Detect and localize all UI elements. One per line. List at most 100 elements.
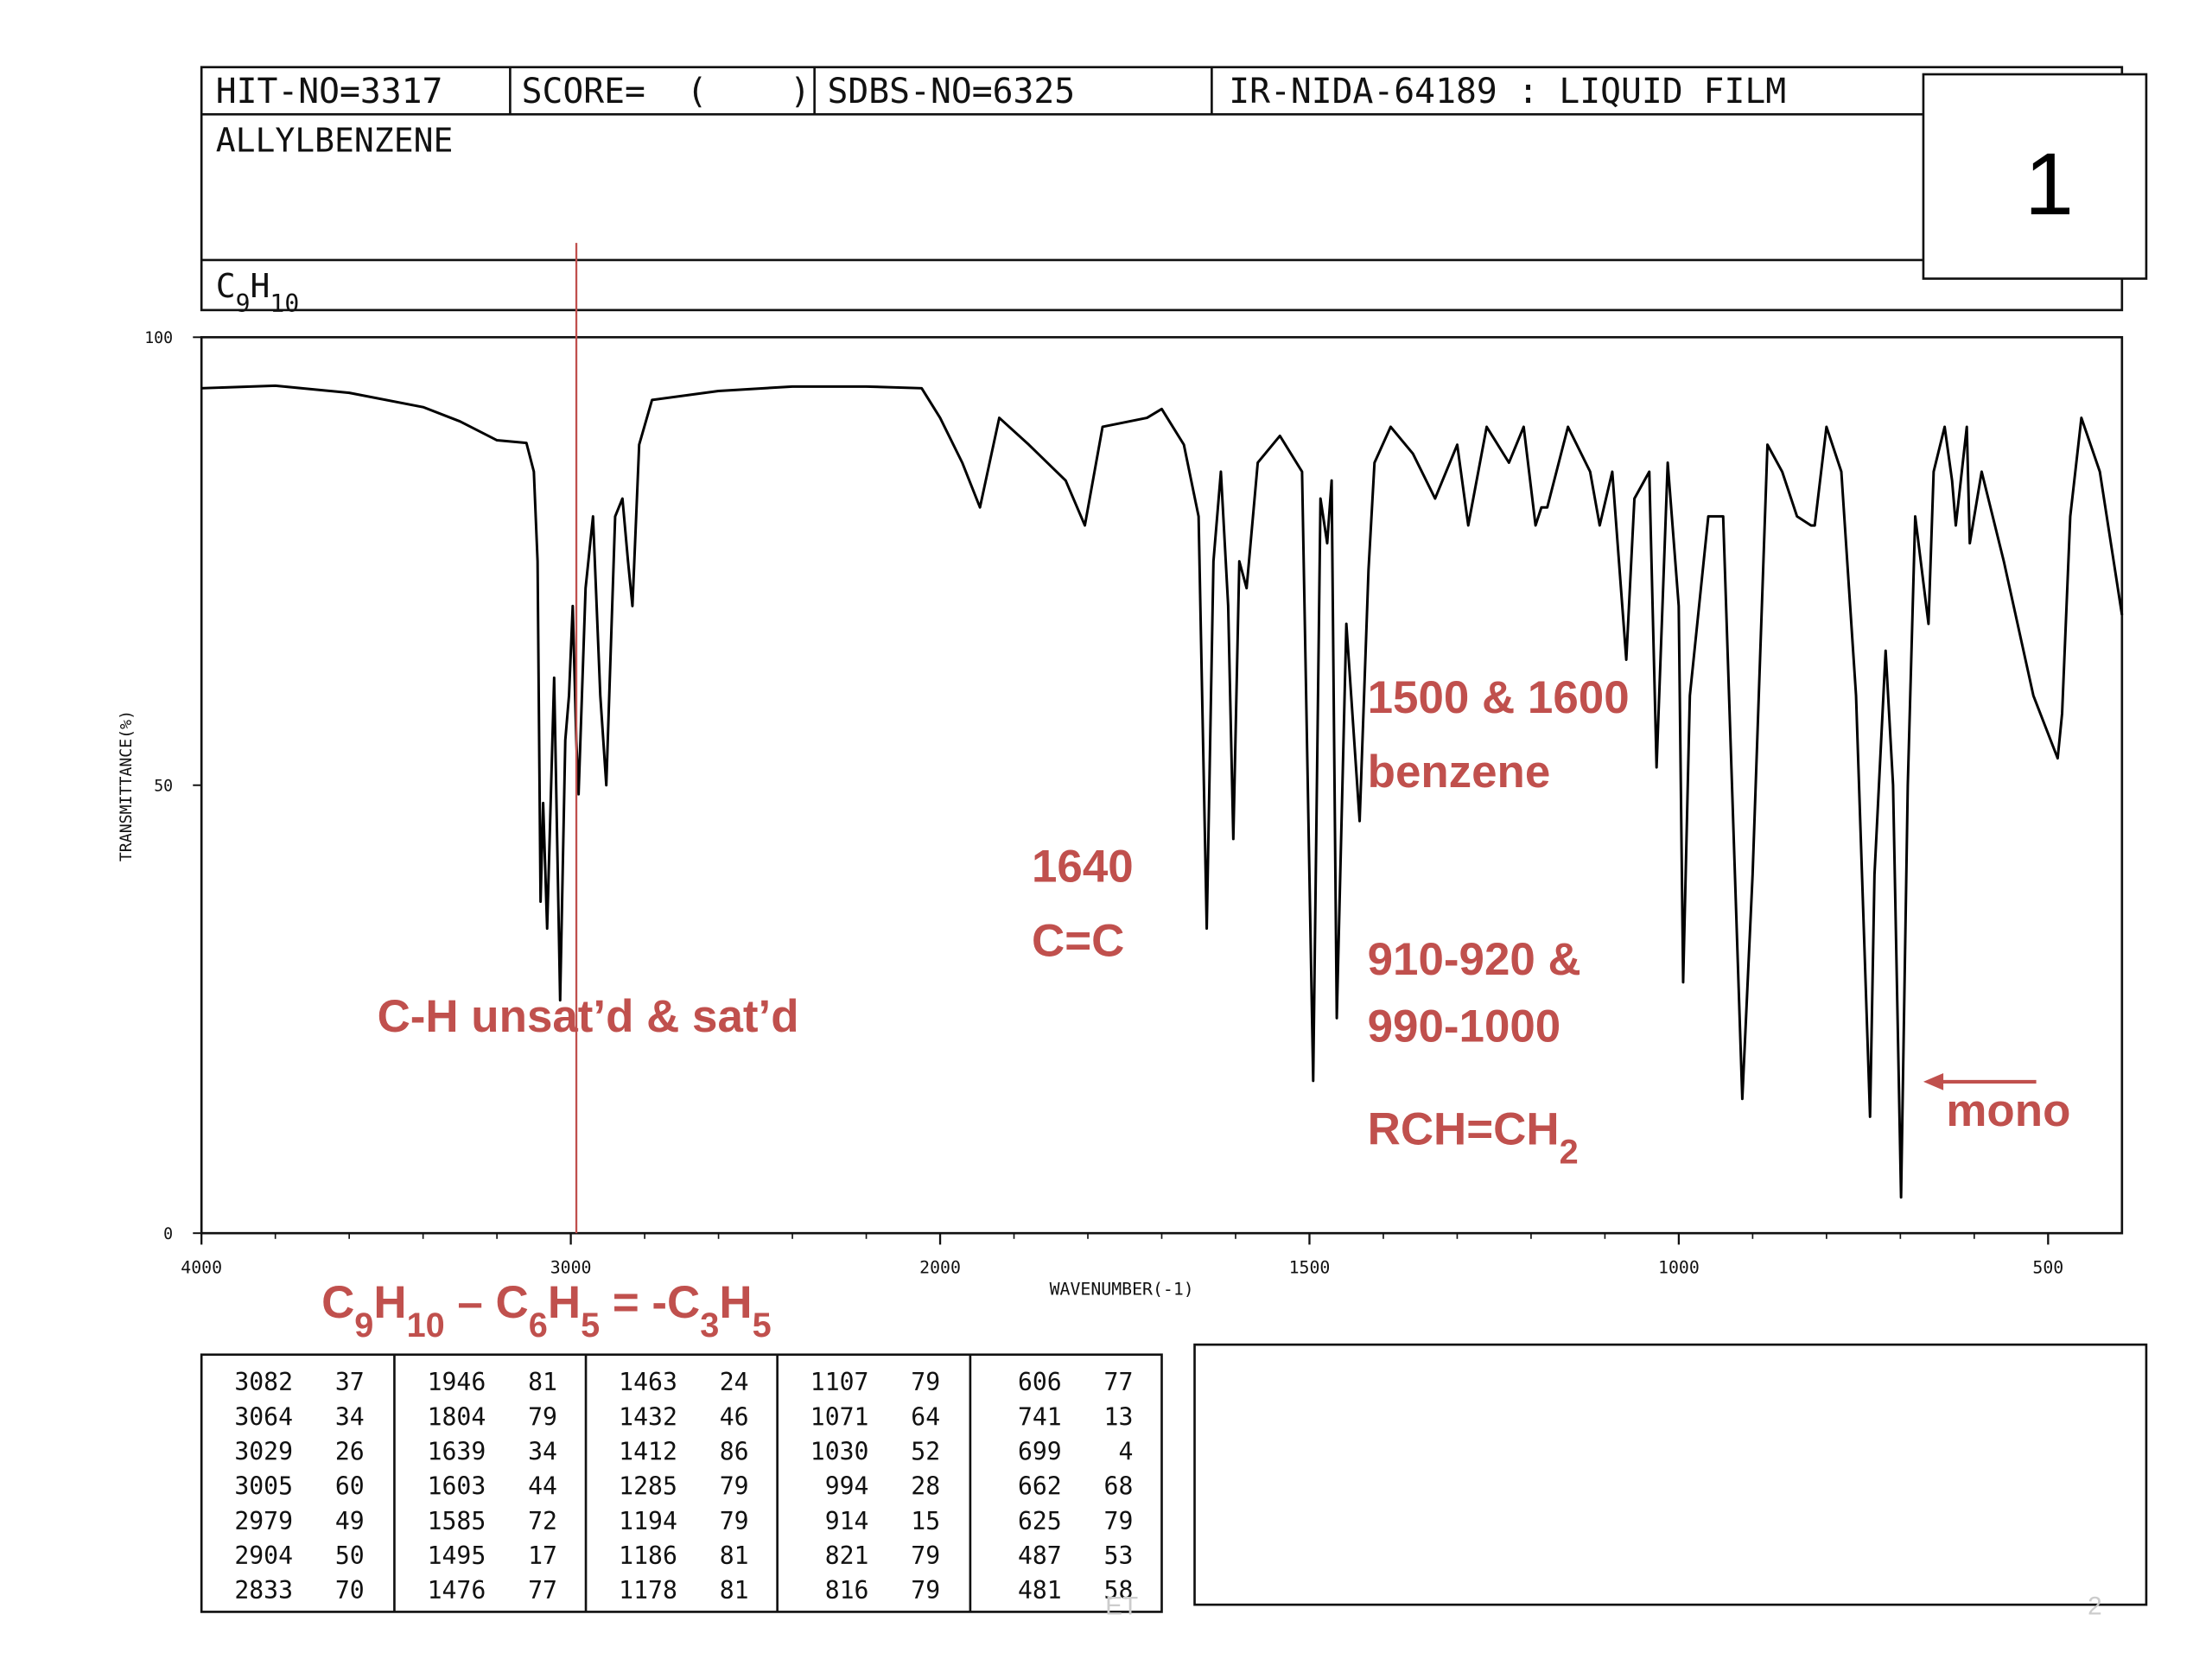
arrow-head — [1923, 1072, 1944, 1090]
peak-transmittance: 52 — [911, 1437, 940, 1465]
text-part: H — [373, 1277, 406, 1328]
subscript: 9 — [354, 1306, 373, 1344]
footer-right: 2 — [2088, 1592, 2102, 1621]
subscript: 9 — [236, 289, 251, 317]
peak-wavenumber: 3064 — [234, 1402, 293, 1431]
empty-box — [1193, 1343, 2148, 1606]
peak-transmittance: 81 — [720, 1541, 749, 1570]
text-part: 910-920 & — [1368, 934, 1581, 985]
text-part: C=C — [1032, 915, 1124, 966]
header-box — [200, 66, 2124, 312]
method: IR-NIDA-64189 : LIQUID FILM — [1229, 72, 1786, 111]
peak-transmittance: 17 — [528, 1541, 557, 1570]
footer-left: ET — [1105, 1592, 1138, 1621]
peak-wavenumber: 914 — [825, 1507, 869, 1535]
subscript: 2 — [1560, 1134, 1579, 1172]
text-part: H — [719, 1277, 752, 1328]
peak-transmittance: 58 — [1104, 1576, 1134, 1605]
peak-wavenumber: 741 — [1018, 1402, 1062, 1431]
y-axis-label: TRANSMITTANCE(%) — [118, 710, 136, 861]
peak-wavenumber: 1585 — [428, 1507, 486, 1535]
slide-number: 1 — [2024, 134, 2074, 233]
subscript: 6 — [529, 1306, 548, 1344]
peak-transmittance: 13 — [1104, 1402, 1134, 1431]
formula: C9H10 — [216, 267, 300, 318]
peak-transmittance: 79 — [1104, 1507, 1134, 1535]
peak-wavenumber: 1476 — [428, 1576, 486, 1605]
peak-transmittance: 46 — [720, 1402, 749, 1431]
x-tick-label: 2000 — [919, 1257, 961, 1277]
peak-transmittance: 50 — [335, 1541, 365, 1570]
peak-wavenumber: 816 — [825, 1576, 869, 1605]
y-tick-label: 100 — [144, 329, 173, 347]
peak-transmittance: 24 — [720, 1368, 749, 1396]
x-tick-label: 1500 — [1289, 1257, 1331, 1277]
peak-transmittance: 4 — [1118, 1437, 1133, 1465]
peak-wavenumber: 606 — [1018, 1368, 1062, 1396]
annotation: 910-920 & — [1368, 934, 1581, 985]
peak-transmittance: 26 — [335, 1437, 365, 1465]
peak-wavenumber: 1285 — [619, 1472, 677, 1501]
y-tick-label: 50 — [154, 777, 173, 795]
spectrum-line — [201, 384, 2124, 1199]
peak-transmittance: 77 — [528, 1576, 557, 1605]
peak-wavenumber: 3082 — [234, 1368, 293, 1396]
peak-wavenumber: 1804 — [428, 1402, 486, 1431]
peak-wavenumber: 1030 — [810, 1437, 869, 1465]
peak-wavenumber: 1946 — [428, 1368, 486, 1396]
text-part: benzene — [1368, 747, 1551, 798]
peak-wavenumber: 1194 — [619, 1507, 677, 1535]
text-part: mono — [1946, 1085, 2070, 1136]
x-tick-label: 1000 — [1658, 1257, 1700, 1277]
peak-wavenumber: 1603 — [428, 1472, 486, 1501]
peak-transmittance: 44 — [528, 1472, 557, 1501]
x-tick-label: 4000 — [181, 1257, 222, 1277]
peak-wavenumber: 1186 — [619, 1541, 677, 1570]
peak-wavenumber: 1071 — [810, 1402, 869, 1431]
x-axis-label: WAVENUMBER(-1) — [1050, 1279, 1194, 1299]
text-part: C — [321, 1277, 354, 1328]
text-part: 1640 — [1032, 841, 1134, 892]
peak-wavenumber: 1178 — [619, 1576, 677, 1605]
peak-transmittance: 72 — [528, 1507, 557, 1535]
text-part: H — [251, 267, 270, 305]
peak-wavenumber: 2979 — [234, 1507, 293, 1535]
peak-transmittance: 79 — [911, 1576, 940, 1605]
peak-wavenumber: 3029 — [234, 1437, 293, 1465]
peak-wavenumber: 481 — [1018, 1576, 1062, 1605]
peak-transmittance: 28 — [911, 1472, 940, 1501]
annotation: mono — [1946, 1085, 2070, 1136]
text-part: H — [548, 1277, 581, 1328]
peak-transmittance: 81 — [528, 1368, 557, 1396]
y-tick-label: 0 — [163, 1225, 173, 1243]
peak-transmittance: 68 — [1104, 1472, 1134, 1501]
plot-frame — [200, 335, 2124, 1235]
table-body: 3082 37 3064 34 3029 26 3005 60 2979 49 2904 50 2833… — [234, 1368, 1133, 1605]
plot: 4000 3000 2000 1500 1000 500 0 50 100 — [144, 243, 2124, 1277]
subscript: 3 — [700, 1306, 719, 1344]
subscript: 10 — [270, 289, 299, 317]
annotation: C-H unsat’d & sat’d — [378, 991, 799, 1042]
hit-no: HIT-NO=3317 — [216, 72, 443, 111]
text-part: C-H unsat’d & sat’d — [378, 991, 799, 1042]
peak-wavenumber: 1463 — [619, 1368, 677, 1396]
peak-wavenumber: 625 — [1018, 1507, 1062, 1535]
peak-transmittance: 79 — [911, 1368, 940, 1396]
peak-transmittance: 34 — [528, 1437, 557, 1465]
text-part: – C — [445, 1277, 529, 1328]
peak-wavenumber: 1432 — [619, 1402, 677, 1431]
annotation: benzene — [1368, 747, 1551, 798]
annotation: C=C — [1032, 915, 1124, 966]
peak-wavenumber: 821 — [825, 1541, 869, 1570]
peak-transmittance: 79 — [911, 1541, 940, 1570]
text-part: 1500 & 1600 — [1368, 672, 1630, 723]
peak-wavenumber: 1107 — [810, 1368, 869, 1396]
peak-transmittance: 70 — [335, 1576, 365, 1605]
sdbs-no: SDBS-NO=6325 — [828, 72, 1076, 111]
peak-transmittance: 60 — [335, 1472, 365, 1501]
x-tick-label: 500 — [2032, 1257, 2063, 1277]
peak-wavenumber: 3005 — [234, 1472, 293, 1501]
annotation: 990-1000 — [1368, 1001, 1561, 1052]
